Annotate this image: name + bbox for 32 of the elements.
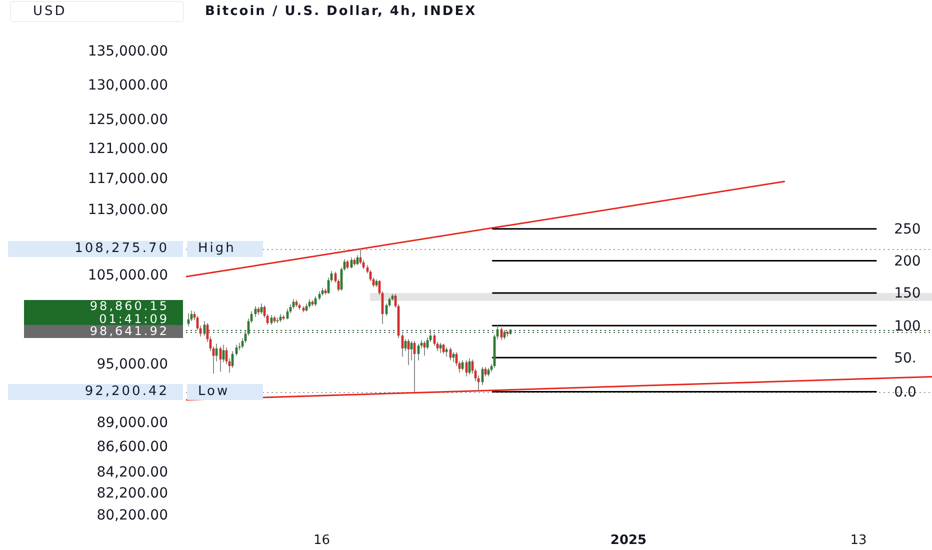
y-tick-label: 89,000.00 — [96, 414, 168, 431]
y-tick-label: 125,000.00 — [88, 112, 168, 128]
price-tag: Low — [187, 384, 263, 400]
candlestick — [439, 342, 442, 354]
price-tag: 98,641.92 — [24, 325, 183, 338]
x-tick-label: 16 — [314, 533, 330, 548]
y-tick-label: 117,000.00 — [88, 171, 168, 188]
annotation: 0.0 — [894, 384, 916, 400]
y-tick-label: 105,000.00 — [88, 268, 168, 284]
price-tag: High — [187, 241, 263, 257]
y-tick-label: 135,000.00 — [88, 44, 168, 60]
price-tag: 98,860.15 — [24, 300, 183, 313]
annotation: 100 — [894, 318, 921, 334]
annotation: 50. — [894, 350, 916, 366]
y-tick-label: 130,000.00 — [88, 77, 168, 94]
y-tick-label: 121,000.00 — [88, 141, 168, 158]
y-tick-label: 113,000.00 — [88, 202, 168, 218]
annotation: 150 — [894, 286, 921, 302]
y-tick-label: 84,200.00 — [96, 464, 168, 480]
y-tick-label: 86,600.00 — [96, 439, 168, 456]
x-tick-label: 13 — [850, 533, 867, 548]
annotation: 250 — [894, 221, 921, 238]
y-tick-label: 95,000.00 — [96, 356, 168, 373]
y-axis-title: USD — [10, 1, 184, 22]
x-tick-label: 2025 — [610, 533, 647, 548]
price-tag: 108,275.70 — [8, 241, 183, 257]
annotation: 200 — [894, 253, 921, 270]
y-tick-label: 80,200.00 — [96, 508, 168, 524]
chart-title: Bitcoin / U.S. Dollar, 4h, INDEX — [205, 3, 477, 21]
price-tag: 92,200.42 — [8, 384, 183, 400]
y-tick-label: 82,200.00 — [96, 486, 168, 502]
price-tag: 01:41:09 — [24, 313, 183, 325]
